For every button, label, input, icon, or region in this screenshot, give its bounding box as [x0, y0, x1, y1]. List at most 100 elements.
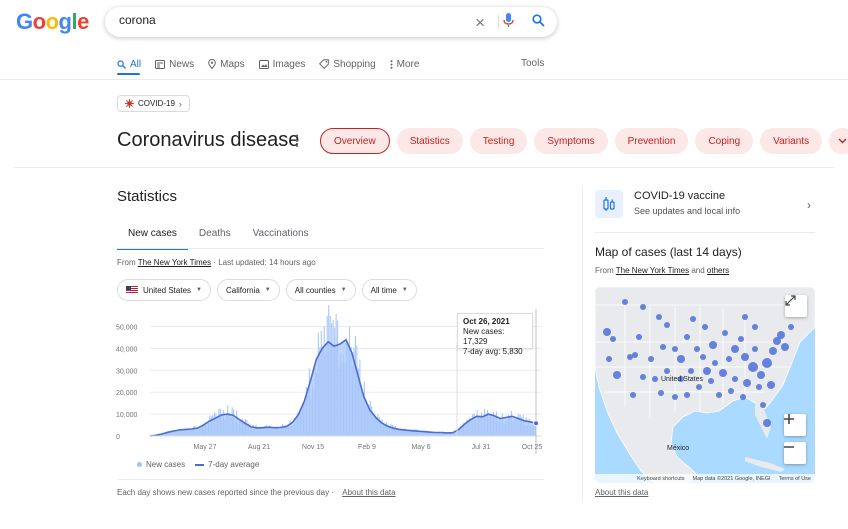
case-dot[interactable]	[632, 352, 638, 358]
case-dot[interactable]	[700, 354, 706, 360]
tab-deaths[interactable]: Deaths	[198, 228, 231, 239]
case-dot[interactable]	[762, 358, 772, 368]
map-terms[interactable]: Terms of Use	[778, 475, 811, 482]
case-dot[interactable]	[781, 343, 789, 351]
case-dot[interactable]	[722, 330, 728, 336]
case-dot[interactable]	[716, 392, 722, 398]
case-dot[interactable]	[678, 376, 684, 382]
filter-state[interactable]: California ▼	[216, 279, 280, 301]
filter-time[interactable]: All time ▼	[361, 279, 417, 301]
case-dot[interactable]	[694, 346, 700, 352]
case-dot[interactable]	[627, 354, 633, 360]
microphone-icon[interactable]	[503, 13, 514, 33]
case-dot[interactable]	[672, 346, 678, 352]
case-dot[interactable]	[672, 394, 678, 400]
case-dot[interactable]	[622, 299, 628, 305]
case-dot[interactable]	[613, 371, 621, 379]
case-dot[interactable]	[606, 356, 612, 362]
search-bar[interactable]: ×	[105, 7, 557, 37]
case-dot[interactable]	[696, 384, 702, 390]
case-dot[interactable]	[630, 392, 636, 398]
zoom-out-icon[interactable]	[784, 442, 806, 464]
pill-prevention[interactable]: Prevention	[614, 128, 689, 154]
map-source-link[interactable]: The New York Times	[615, 266, 690, 275]
case-dot[interactable]	[740, 394, 746, 400]
case-dot[interactable]	[603, 328, 611, 336]
case-dot[interactable]	[748, 362, 758, 372]
case-dot[interactable]	[763, 419, 771, 427]
about-map-data-link[interactable]: About this data	[595, 488, 649, 497]
case-dot[interactable]	[636, 334, 642, 340]
case-dot[interactable]	[769, 347, 777, 355]
case-dot[interactable]	[658, 390, 664, 396]
case-dot[interactable]	[773, 337, 781, 345]
case-dot[interactable]	[757, 371, 765, 379]
case-dot[interactable]	[752, 324, 758, 330]
zoom-in-icon[interactable]	[784, 414, 806, 436]
case-dot[interactable]	[767, 381, 775, 389]
case-dot[interactable]	[777, 331, 785, 339]
case-dot[interactable]	[760, 402, 766, 408]
case-dot[interactable]	[756, 384, 762, 390]
search-input[interactable]	[119, 13, 459, 27]
nav-shopping[interactable]: Shopping	[319, 55, 376, 73]
tab-vaccinations[interactable]: Vaccinations	[252, 228, 309, 239]
source-link[interactable]: The New York Times	[137, 258, 212, 267]
tab-new-cases[interactable]: New cases	[117, 221, 188, 250]
case-dot[interactable]	[648, 356, 654, 362]
case-dot[interactable]	[690, 316, 696, 322]
nav-images[interactable]: Images	[258, 55, 305, 73]
case-dot[interactable]	[652, 376, 658, 382]
cases-map[interactable]: United States México Keyboard shortcuts …	[595, 287, 815, 483]
filter-country[interactable]: United States ▼	[117, 279, 211, 301]
case-dot[interactable]	[732, 376, 738, 382]
case-dot[interactable]	[788, 324, 794, 330]
case-dot[interactable]	[664, 322, 670, 328]
search-icon[interactable]	[532, 14, 545, 32]
chevron-down-icon[interactable]	[829, 128, 848, 154]
case-dot[interactable]	[640, 304, 646, 310]
pill-variants[interactable]: Variants	[760, 128, 823, 154]
case-dot[interactable]	[738, 336, 744, 342]
cases-chart[interactable]: 0 10,000 20,000 30,000 40,000 50,000 May 27 Aug…	[112, 305, 547, 455]
filter-county[interactable]: All counties ▼	[285, 279, 356, 301]
case-dot[interactable]	[742, 314, 748, 320]
close-icon[interactable]: ×	[475, 13, 485, 32]
case-dot[interactable]	[741, 353, 749, 361]
google-logo[interactable]: Google	[16, 9, 89, 35]
case-dot[interactable]	[688, 368, 694, 374]
pill-testing[interactable]: Testing	[469, 128, 528, 154]
nav-more[interactable]: More	[390, 55, 419, 73]
case-dot[interactable]	[728, 388, 734, 394]
pill-overview[interactable]: Overview	[320, 128, 390, 154]
case-dot[interactable]	[703, 367, 711, 375]
more-options-icon[interactable]: ⋮	[290, 132, 304, 148]
case-dot[interactable]	[677, 355, 685, 363]
case-dot[interactable]	[752, 346, 758, 352]
case-dot[interactable]	[664, 368, 670, 374]
fullscreen-icon[interactable]	[785, 295, 807, 317]
vaccine-card[interactable]: COVID-19 vaccine See updates and local i…	[595, 186, 815, 230]
tools-button[interactable]: Tools	[521, 58, 545, 69]
case-dot[interactable]	[712, 360, 718, 366]
about-data-link[interactable]: About this data	[342, 488, 396, 497]
pill-symptoms[interactable]: Symptoms	[534, 128, 608, 154]
case-dot[interactable]	[731, 345, 739, 353]
case-dot[interactable]	[719, 369, 727, 377]
case-dot[interactable]	[726, 356, 732, 362]
case-dot[interactable]	[610, 336, 616, 342]
nav-news[interactable]: News	[155, 55, 194, 73]
topic-chip[interactable]: COVID-19 ›	[117, 95, 190, 112]
pill-statistics[interactable]: Statistics	[396, 128, 463, 154]
pill-coping[interactable]: Coping	[695, 128, 754, 154]
case-dot[interactable]	[660, 344, 666, 350]
case-dot[interactable]	[656, 314, 662, 320]
case-dot[interactable]	[708, 378, 714, 384]
case-dot[interactable]	[702, 324, 708, 330]
case-dot[interactable]	[684, 392, 690, 398]
nav-maps[interactable]: Maps	[208, 55, 245, 73]
case-dot[interactable]	[640, 374, 646, 380]
case-dot[interactable]	[684, 334, 690, 340]
case-dot[interactable]	[709, 341, 717, 349]
map-keyboard-shortcuts[interactable]: Keyboard shortcuts	[637, 475, 685, 482]
